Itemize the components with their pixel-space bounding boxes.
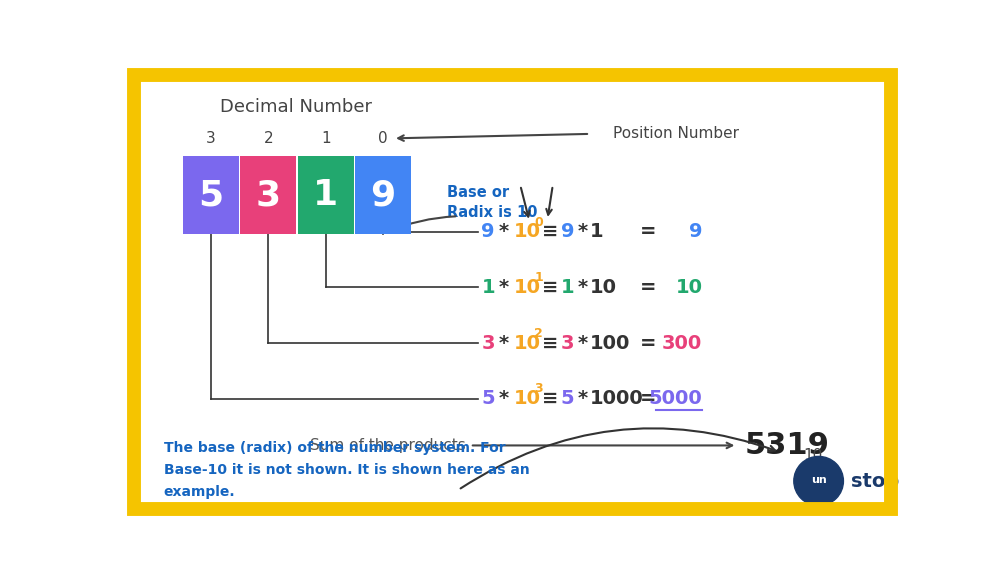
Text: *: * [578, 278, 588, 297]
Text: *: * [499, 278, 515, 297]
Text: ≡: ≡ [542, 223, 558, 241]
Text: 5: 5 [482, 389, 495, 408]
Text: *: * [578, 334, 588, 353]
Ellipse shape [794, 457, 843, 506]
Text: 0: 0 [378, 131, 388, 146]
Text: 3: 3 [534, 383, 543, 395]
Text: 3: 3 [206, 131, 216, 146]
Text: stop: stop [851, 472, 899, 491]
Text: 9: 9 [370, 178, 396, 212]
Text: Decimal Number: Decimal Number [220, 98, 372, 116]
Text: *: * [499, 223, 515, 241]
Text: 10: 10 [590, 278, 617, 297]
Text: 300: 300 [662, 334, 702, 353]
Bar [298, 156, 354, 234]
Text: 10: 10 [514, 278, 541, 297]
Text: Position Number: Position Number [613, 127, 739, 142]
Text: 1: 1 [313, 178, 338, 212]
Text: 5000: 5000 [649, 389, 702, 408]
Text: *: * [578, 389, 588, 408]
Text: 3: 3 [482, 334, 495, 353]
Text: 2: 2 [534, 327, 543, 340]
Text: 10: 10 [675, 278, 702, 297]
Text: 9: 9 [689, 223, 702, 241]
Text: =: = [640, 278, 657, 297]
Text: 0: 0 [534, 216, 543, 228]
Text: 5319: 5319 [745, 431, 830, 460]
Text: 100: 100 [590, 334, 630, 353]
Bar [355, 156, 411, 234]
Text: *: * [578, 223, 588, 241]
Text: ≡: ≡ [542, 389, 558, 408]
Text: 10: 10 [803, 448, 822, 463]
Text: 10: 10 [514, 334, 541, 353]
Text: 10: 10 [514, 389, 541, 408]
Text: Base or
Radix is 10: Base or Radix is 10 [447, 186, 537, 220]
Text: Sum of the products: Sum of the products [310, 438, 466, 453]
Text: 1: 1 [561, 278, 574, 297]
Text: =: = [640, 334, 657, 353]
Text: 2: 2 [264, 131, 273, 146]
Bar [240, 156, 296, 234]
Text: ≡: ≡ [542, 334, 558, 353]
Text: The base (radix) of the number system. For
Base-10 it is not shown. It is shown : The base (radix) of the number system. F… [164, 441, 530, 499]
Text: =: = [640, 389, 657, 408]
Bar [183, 156, 239, 234]
Text: 3: 3 [561, 334, 574, 353]
Text: 10: 10 [514, 223, 541, 241]
Text: 1: 1 [321, 131, 331, 146]
Text: =: = [640, 223, 657, 241]
Text: 5: 5 [198, 178, 224, 212]
Text: ≡: ≡ [542, 278, 558, 297]
Text: *: * [499, 334, 515, 353]
Text: 5: 5 [561, 389, 574, 408]
Text: *: * [499, 389, 515, 408]
Text: 3: 3 [256, 178, 281, 212]
Text: 1000: 1000 [590, 389, 644, 408]
Text: 1: 1 [534, 271, 543, 284]
Text: 1: 1 [590, 223, 604, 241]
Text: 1: 1 [482, 278, 495, 297]
Text: un: un [811, 475, 826, 485]
Text: 9: 9 [482, 223, 495, 241]
Text: 9: 9 [561, 223, 574, 241]
